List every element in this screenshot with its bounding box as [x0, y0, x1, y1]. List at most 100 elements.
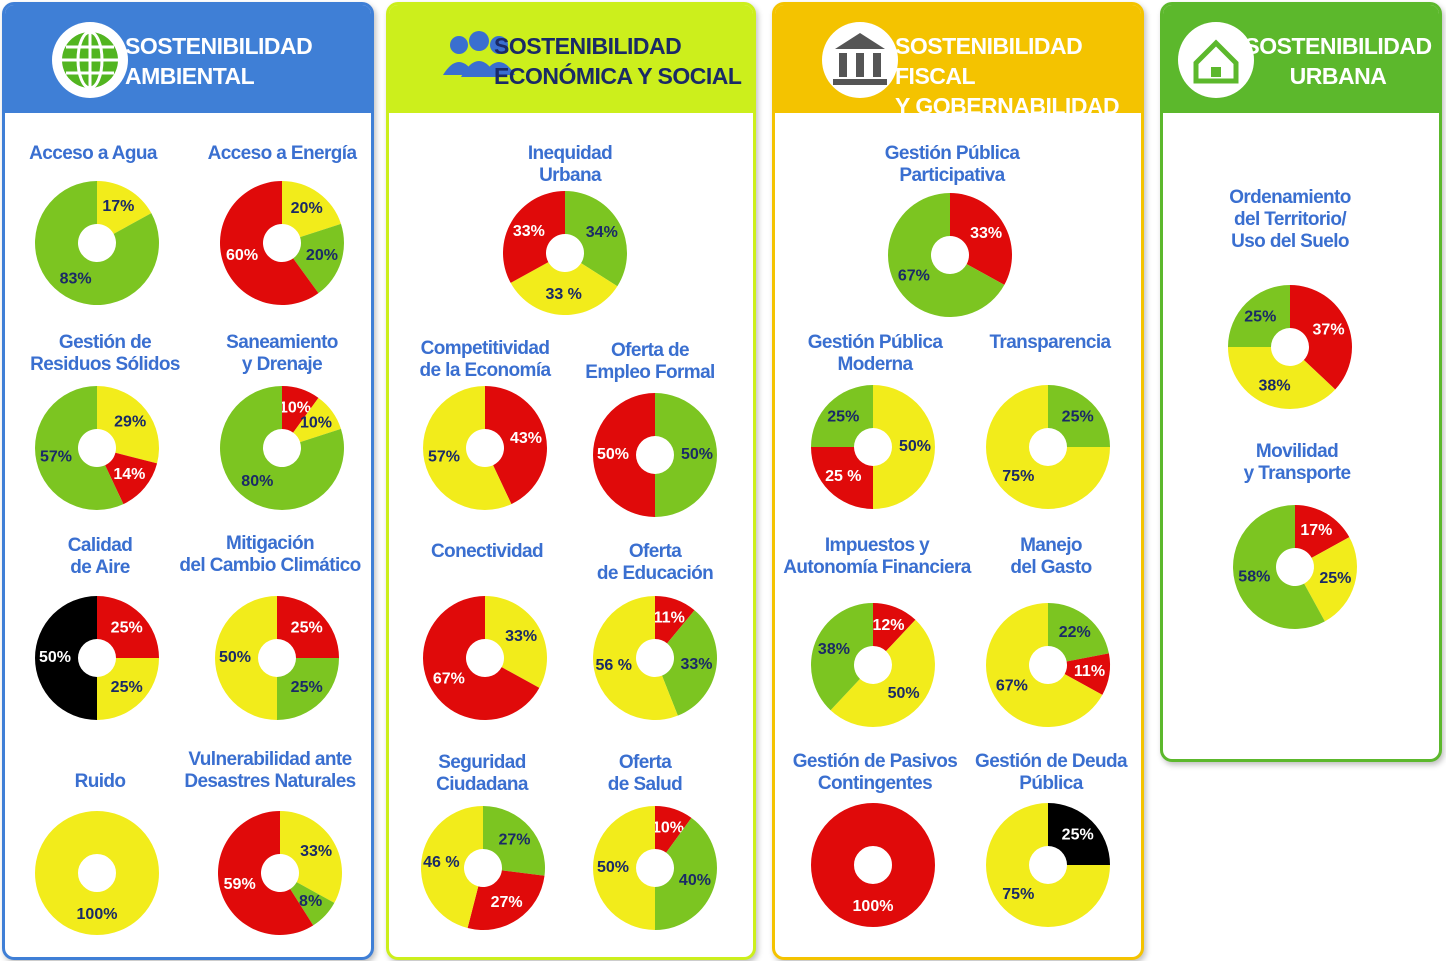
data-label: 57% — [428, 448, 460, 465]
data-label: 34% — [586, 224, 618, 241]
donut-segment — [282, 386, 319, 433]
donut-segment — [593, 806, 655, 930]
donut-segment — [810, 603, 873, 711]
donut-segment — [655, 596, 695, 644]
chart-title: Inequidad Urbana — [527, 143, 613, 186]
header-icon — [822, 22, 898, 98]
data-label: 10% — [300, 415, 332, 432]
donut-segment — [34, 181, 159, 305]
chart-title: Acceso a Agua — [29, 143, 157, 164]
data-label: 14% — [113, 466, 145, 483]
data-label: 25% — [1062, 409, 1094, 426]
donut-segment — [1228, 347, 1336, 409]
data-label: 25 % — [825, 468, 861, 485]
data-label: 37% — [1313, 322, 1345, 339]
data-label: 25% — [291, 620, 323, 637]
donut-segment — [97, 658, 159, 720]
donut-segment — [422, 386, 512, 510]
data-label: 25% — [1319, 570, 1351, 587]
panel-title: SOSTENIBILIDAD URBANA — [1244, 33, 1432, 89]
data-label: 57% — [40, 448, 72, 465]
chart-title: Gestión de Deuda Pública — [975, 751, 1128, 794]
chart-title: Impuestos y Autonomía Financiera — [783, 535, 971, 578]
header-icon — [52, 22, 128, 98]
donut-segment — [220, 386, 344, 510]
chart-title: Ordenamiento del Territorio/ Uso del Sue… — [1229, 187, 1351, 252]
data-label: 56 % — [596, 657, 632, 674]
data-label: 80% — [241, 473, 273, 490]
data-label: 75% — [1002, 468, 1034, 485]
donut-segment — [290, 882, 335, 926]
donut-segment — [421, 806, 483, 929]
data-label: 33% — [505, 628, 537, 645]
panel-header: SOSTENIBILIDAD FISCAL Y GOBERNABILIDAD — [775, 5, 1141, 119]
donut-segment — [811, 447, 873, 509]
donut-segment — [483, 806, 545, 876]
data-label: 50% — [681, 446, 713, 463]
data-label: 50% — [597, 859, 629, 876]
data-label: 17% — [1300, 522, 1332, 539]
chart-title: Oferta de Empleo Formal — [585, 340, 715, 383]
donut-segment — [830, 619, 935, 727]
chart-title: Calidad de Aire — [67, 535, 133, 578]
donut-segment — [873, 603, 916, 652]
data-label: 46 % — [423, 854, 459, 871]
panel-header: SOSTENIBILIDAD URBANA — [1163, 5, 1439, 113]
chart-title: Gestión Pública Moderna — [807, 332, 943, 375]
data-label: 11% — [1074, 663, 1105, 680]
data-label: 27% — [498, 831, 530, 848]
donut-segment — [97, 596, 159, 658]
donut-segment — [950, 193, 1012, 285]
panel-header: SOSTENIBILIDAD AMBIENTAL — [5, 5, 371, 113]
donut-segment — [215, 596, 277, 720]
donut-segment — [280, 811, 342, 903]
data-label: 50% — [219, 649, 251, 666]
data-label: 11% — [654, 610, 685, 627]
chart-title: Oferta de Salud — [607, 752, 683, 795]
data-label: 20% — [291, 200, 323, 217]
data-label: 20% — [306, 247, 338, 264]
data-label: 33% — [513, 223, 545, 240]
donut-segment — [986, 803, 1110, 927]
donut-segment — [35, 596, 97, 720]
data-label: 25% — [111, 620, 143, 637]
donut-segment — [811, 803, 935, 927]
donut-segment — [1295, 505, 1350, 558]
donut-segment — [1064, 653, 1111, 695]
data-label: 10% — [279, 399, 311, 416]
chart-title: Saneamiento y Drenaje — [226, 332, 338, 375]
chart-title: Movilidad y Transporte — [1243, 441, 1351, 484]
data-label: 50% — [899, 438, 931, 455]
donut-segment — [1048, 385, 1110, 447]
donut-segment — [467, 870, 545, 931]
donut-segment — [422, 596, 540, 720]
data-label: 25% — [1062, 827, 1094, 844]
chart-title: Conectividad — [430, 541, 544, 562]
donut-segment — [1048, 803, 1110, 865]
donut-segment — [293, 397, 341, 443]
data-label: 43% — [510, 430, 542, 447]
donut-segment — [510, 262, 618, 315]
data-label: 50% — [39, 649, 71, 666]
donut-segment — [811, 385, 873, 447]
data-label: 12% — [872, 617, 904, 634]
donut-segment — [565, 191, 627, 287]
donut-segment — [593, 596, 678, 720]
data-label: 83% — [60, 270, 92, 287]
chart-title: Transparencia — [989, 332, 1111, 353]
donut-segment — [97, 181, 152, 234]
donut-segment — [1304, 537, 1357, 622]
panel-header: SOSTENIBILIDAD ECONÓMICA Y SOCIAL — [389, 5, 753, 113]
donut-segment — [888, 193, 1005, 318]
panel-title: SOSTENIBILIDAD ECONÓMICA Y SOCIAL — [494, 33, 742, 89]
donut-segment — [293, 223, 344, 294]
chart-title: Gestión de Pasivos Contingentes — [792, 751, 958, 794]
chart-title: Vulnerabilidad ante Desastres Naturales — [184, 749, 356, 792]
data-label: 29% — [114, 413, 146, 430]
data-label: 22% — [1059, 624, 1091, 641]
chart-title: Gestión Pública Participativa — [884, 143, 1020, 186]
chart-title: Gestión de Residuos Sólidos — [30, 332, 180, 375]
data-label: 59% — [224, 876, 256, 893]
donut-segment — [218, 811, 314, 935]
